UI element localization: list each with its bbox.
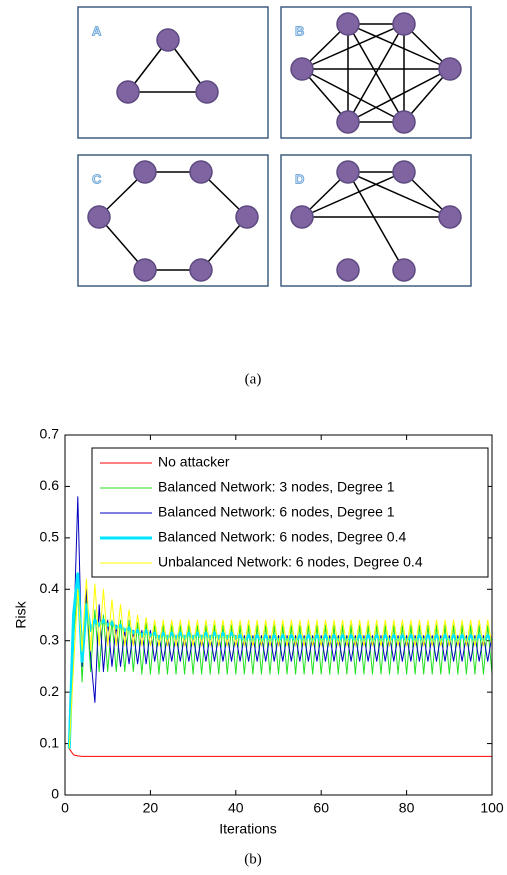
x-tick-label: 20 <box>143 800 159 816</box>
panel-label: C <box>92 171 102 186</box>
edge <box>347 23 405 123</box>
y-tick-label: 0.4 <box>40 580 60 596</box>
node <box>336 12 360 36</box>
node <box>290 57 314 81</box>
node <box>189 160 213 184</box>
edge <box>301 171 405 218</box>
legend-label: No attacker <box>158 454 230 470</box>
node <box>189 258 213 282</box>
y-tick-label: 0.6 <box>40 477 60 493</box>
legend-label: Balanced Network: 3 nodes, Degree 1 <box>158 479 395 495</box>
node <box>336 160 360 184</box>
y-axis-label: Risk <box>13 600 29 628</box>
edge <box>347 171 405 271</box>
node <box>336 258 360 282</box>
node <box>392 258 416 282</box>
legend-frame <box>91 447 489 578</box>
node <box>290 205 314 229</box>
node <box>133 258 157 282</box>
caption: (b) <box>244 851 262 867</box>
edge <box>301 23 405 70</box>
node <box>438 205 462 229</box>
y-tick-label: 0.5 <box>40 529 60 545</box>
legend-label: Balanced Network: 6 nodes, Degree 1 <box>158 504 395 520</box>
series-line <box>68 578 493 749</box>
legend-label: Unbalanced Network: 6 nodes, Degree 0.4 <box>158 554 423 570</box>
y-tick-label: 0.1 <box>40 734 60 750</box>
panel-label: D <box>295 171 304 186</box>
x-axis-label: Iterations <box>219 821 277 837</box>
y-tick-label: 0 <box>51 786 59 802</box>
edge <box>347 171 451 218</box>
x-tick-label: 40 <box>228 800 244 816</box>
x-tick-label: 0 <box>61 800 69 816</box>
node <box>336 110 360 134</box>
node <box>116 80 140 104</box>
caption: (a) <box>245 371 262 387</box>
x-tick-label: 80 <box>399 800 415 816</box>
node <box>87 205 111 229</box>
y-tick-label: 0.3 <box>40 631 60 647</box>
edge <box>347 68 451 123</box>
x-tick-label: 60 <box>313 800 329 816</box>
node <box>392 12 416 36</box>
x-tick-label: 100 <box>480 800 504 816</box>
edge <box>347 23 451 70</box>
node <box>195 80 219 104</box>
panel-label: B <box>295 23 304 38</box>
series-line <box>68 748 492 757</box>
node <box>392 110 416 134</box>
series-line <box>68 578 493 749</box>
edge <box>301 68 405 123</box>
plot-frame <box>64 434 493 796</box>
panel-label: A <box>92 23 102 38</box>
y-tick-label: 0.7 <box>40 426 60 442</box>
node <box>235 205 259 229</box>
node <box>156 28 180 52</box>
panel-frame <box>77 6 269 139</box>
y-tick-label: 0.2 <box>40 683 60 699</box>
node <box>133 160 157 184</box>
legend-label: Balanced Network: 6 nodes, Degree 0.4 <box>158 529 406 545</box>
node <box>392 160 416 184</box>
series-line <box>68 496 493 749</box>
node <box>438 57 462 81</box>
